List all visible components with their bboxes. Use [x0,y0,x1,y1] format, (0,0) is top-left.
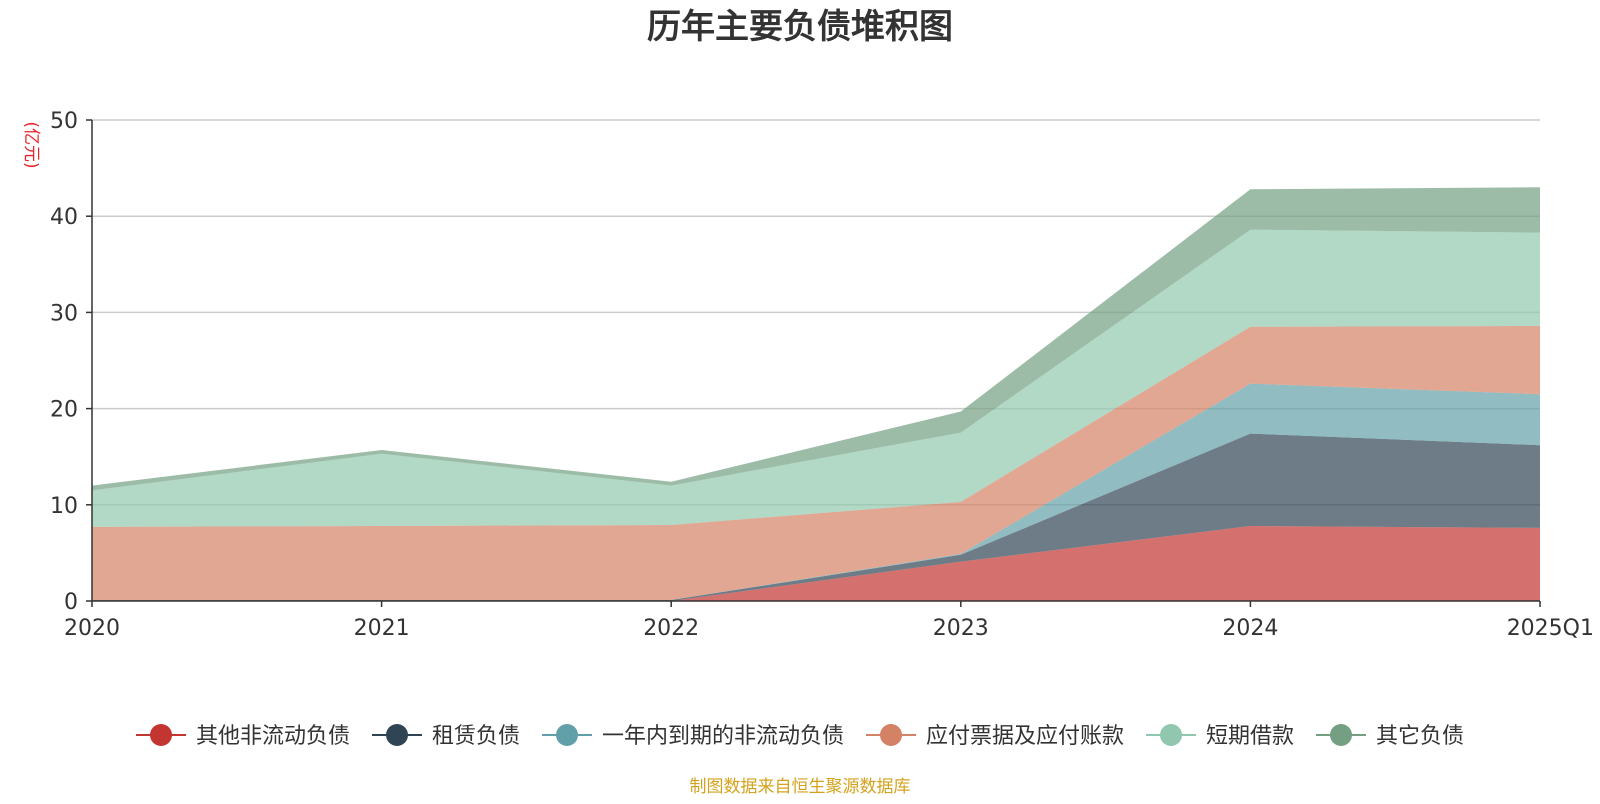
legend-circle-marker [880,724,902,746]
area-series-layer [92,187,1540,601]
x-tick-label: 2025Q1 [1507,616,1594,641]
y-tick-label: 20 [50,398,78,423]
legend-label: 其它负债 [1376,724,1464,749]
y-tick-label: 30 [50,301,78,326]
legend-circle-marker [1330,724,1352,746]
legend-item[interactable]: 其它负债 [1316,724,1464,749]
area-series[interactable] [92,526,1540,601]
axes: 0 10 20 30 40 50 2020 2021 2022 2023 2024 2025Q1 [50,109,1594,641]
legend-label: 租赁负债 [432,724,520,749]
x-tick-label: 2024 [1222,616,1278,641]
legend-item[interactable]: 一年内到期的非流动负债 [542,724,844,749]
y-tick-label: 0 [64,590,78,615]
y-tick-label: 50 [50,109,78,134]
legend-item[interactable]: 短期借款 [1146,724,1294,749]
y-tick-label: 40 [50,205,78,230]
legend-label: 一年内到期的非流动负债 [602,724,844,749]
legend[interactable]: 其他非流动负债 租赁负债 一年内到期的非流动负债 应付票据及应付账款 短期借款 其它负债 [136,724,1464,749]
chart-title: 历年主要负债堆积图 [647,7,953,47]
legend-item[interactable]: 租赁负债 [372,724,520,749]
data-source-note: 制图数据来自恒生聚源数据库 [690,777,911,797]
legend-circle-marker [150,724,172,746]
area-series[interactable] [92,383,1540,600]
legend-item[interactable]: 应付票据及应付账款 [866,724,1124,749]
legend-circle-marker [556,724,578,746]
x-tick-label: 2022 [643,616,699,641]
y-axis-unit-label: (亿元) [21,121,41,168]
x-tick-label: 2021 [354,616,410,641]
legend-circle-marker [386,724,408,746]
legend-label: 应付票据及应付账款 [926,724,1124,749]
area-series[interactable] [92,325,1540,600]
x-tick-label: 2023 [933,616,989,641]
legend-label: 短期借款 [1206,724,1294,749]
y-tick-label: 10 [50,494,78,519]
x-tick-label: 2020 [64,616,120,641]
area-series[interactable] [92,433,1540,601]
area-series[interactable] [92,229,1540,527]
area-series[interactable] [92,187,1540,491]
legend-label: 其他非流动负债 [196,724,350,749]
legend-circle-marker [1160,724,1182,746]
legend-item[interactable]: 其他非流动负债 [136,724,350,749]
